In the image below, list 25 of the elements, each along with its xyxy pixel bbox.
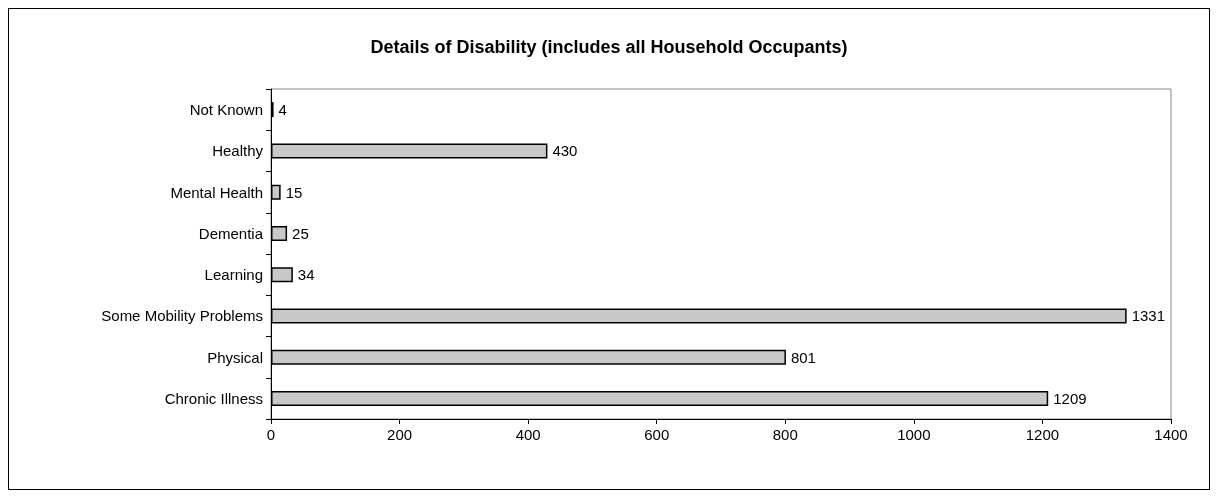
data-label: 430 bbox=[552, 142, 578, 160]
y-tick-label: Physical bbox=[207, 348, 263, 366]
y-tick-label: Healthy bbox=[212, 142, 264, 160]
data-label: 25 bbox=[292, 224, 309, 242]
data-label: 801 bbox=[790, 348, 816, 366]
y-tick-label: Learning bbox=[204, 266, 263, 284]
data-label: 1209 bbox=[1053, 389, 1087, 407]
x-tick-label: 1400 bbox=[1154, 426, 1188, 443]
y-tick-label: Dementia bbox=[198, 224, 264, 242]
y-tick-label: Mental Health bbox=[170, 183, 263, 201]
y-tick-label: Not Known bbox=[189, 101, 263, 119]
chart-title: Details of Disability (includes all Household Occupants) bbox=[370, 37, 848, 57]
x-tick-label: 800 bbox=[772, 426, 798, 443]
data-label: 34 bbox=[297, 266, 315, 284]
x-tick-label: 400 bbox=[515, 426, 541, 443]
x-tick-label: 200 bbox=[387, 426, 413, 443]
data-label: 1331 bbox=[1131, 307, 1166, 325]
x-tick-label: 0 bbox=[266, 426, 276, 443]
x-tick-label: 1200 bbox=[1025, 426, 1060, 443]
y-tick-label: Some Mobility Problems bbox=[101, 307, 263, 325]
data-label: 15 bbox=[285, 183, 303, 201]
x-tick-label: 1000 bbox=[897, 426, 931, 443]
y-tick-label: Chronic Illness bbox=[164, 389, 263, 407]
data-label: 4 bbox=[278, 101, 287, 119]
x-tick-label: 600 bbox=[644, 426, 670, 443]
